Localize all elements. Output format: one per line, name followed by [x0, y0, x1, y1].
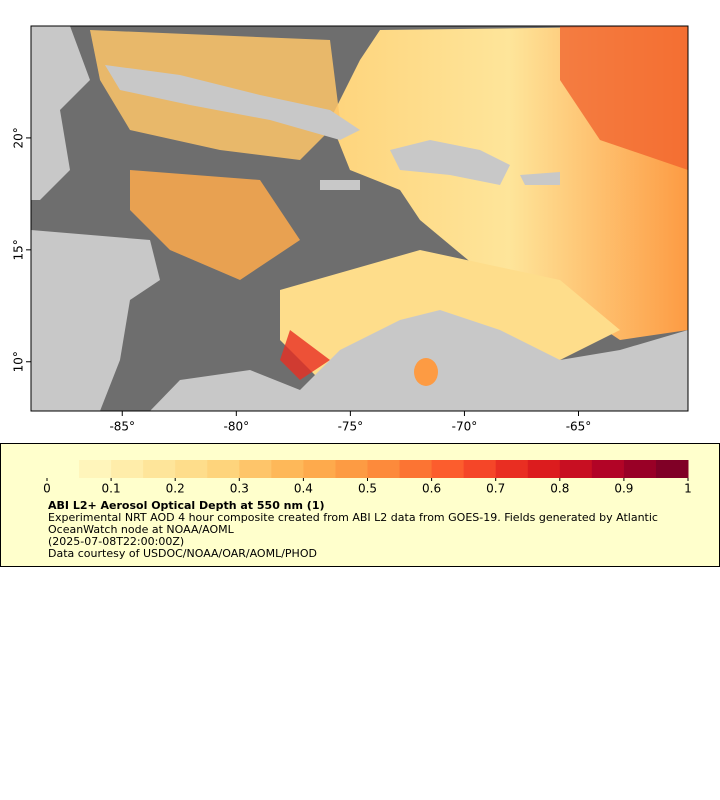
- colorbar-tick-label: 0: [43, 482, 51, 496]
- colorbar-tick-label: 0.6: [422, 482, 441, 496]
- land-south-america: [150, 310, 688, 411]
- legend-title: ABI L2+ Aerosol Optical Depth at 550 nm …: [48, 499, 325, 512]
- colorbar-segment: [399, 460, 433, 478]
- aerosol-field: [414, 358, 438, 386]
- colorbar-segment: [623, 460, 657, 478]
- colorbar-segment: [271, 460, 304, 478]
- colorbar-segment: [303, 460, 336, 478]
- legend-credit: Data courtesy of USDOC/NOAA/OAR/AOML/PHO…: [48, 547, 317, 560]
- colorbar-tick-label: 0.5: [358, 482, 377, 496]
- land-hispaniola: [390, 140, 510, 185]
- colorbar-tick-label: 1: [684, 482, 692, 496]
- y-tick-label: 10°: [12, 351, 26, 372]
- colorbar-segment: [463, 460, 497, 478]
- land-cuba: [105, 65, 360, 140]
- colorbar-segment: [175, 460, 208, 478]
- x-tick-label: -75°: [338, 420, 364, 434]
- colorbar-segment: [335, 460, 368, 478]
- x-tick-label: -65°: [566, 420, 592, 434]
- colorbar-tick-label: 0.4: [294, 482, 313, 496]
- colorbar-segment: [111, 460, 144, 478]
- aerosol-field: [130, 170, 300, 280]
- colorbar-segment: [495, 460, 529, 478]
- colorbar-tick-label: 0.2: [166, 482, 185, 496]
- colorbar-segment: [367, 460, 401, 478]
- axes: -85° -80° -75° -70° -65° 10° 15° 20° 0 0.1 0.2 0.3 0…: [12, 127, 692, 495]
- map: [31, 26, 688, 411]
- land-jamaica: [320, 180, 360, 190]
- colorbar-tick-label: 0.1: [102, 482, 121, 496]
- colorbar-segment: [207, 460, 240, 478]
- land-puerto-rico: [520, 172, 560, 185]
- map-frame: [30, 25, 689, 412]
- legend-text: ABI L2+ Aerosol Optical Depth at 550 nm …: [48, 500, 688, 560]
- land-mexico: [31, 26, 90, 200]
- colorbar-tick-label: 0.8: [550, 482, 569, 496]
- colorbar-tick-label: 0.9: [614, 482, 633, 496]
- colorbar-segment: [655, 460, 689, 478]
- colorbar-segment: [143, 460, 176, 478]
- colorbar-tick-label: 0.7: [486, 482, 505, 496]
- y-tick-label: 15°: [12, 239, 26, 260]
- colorbar-segment: [591, 460, 625, 478]
- land-central-america: [31, 230, 160, 411]
- colorbar-segment: [79, 460, 112, 478]
- legend-time: (2025-07-08T22:00:00Z): [48, 535, 185, 548]
- colorbar-segment: [559, 460, 593, 478]
- colorbar-segment: [47, 460, 80, 478]
- legend-description: Experimental NRT AOD 4 hour composite cr…: [48, 511, 658, 536]
- x-tick-label: -80°: [224, 420, 250, 434]
- colorbar-tick-label: 0.3: [230, 482, 249, 496]
- colorbar-segment: [239, 460, 272, 478]
- x-tick-label: -70°: [452, 420, 478, 434]
- x-tick-label: -85°: [109, 420, 135, 434]
- y-tick-label: 20°: [12, 127, 26, 148]
- aerosol-field: [560, 26, 688, 170]
- colorbar-segment: [431, 460, 465, 478]
- colorbar-segment: [527, 460, 561, 478]
- aerosol-field: [280, 330, 330, 380]
